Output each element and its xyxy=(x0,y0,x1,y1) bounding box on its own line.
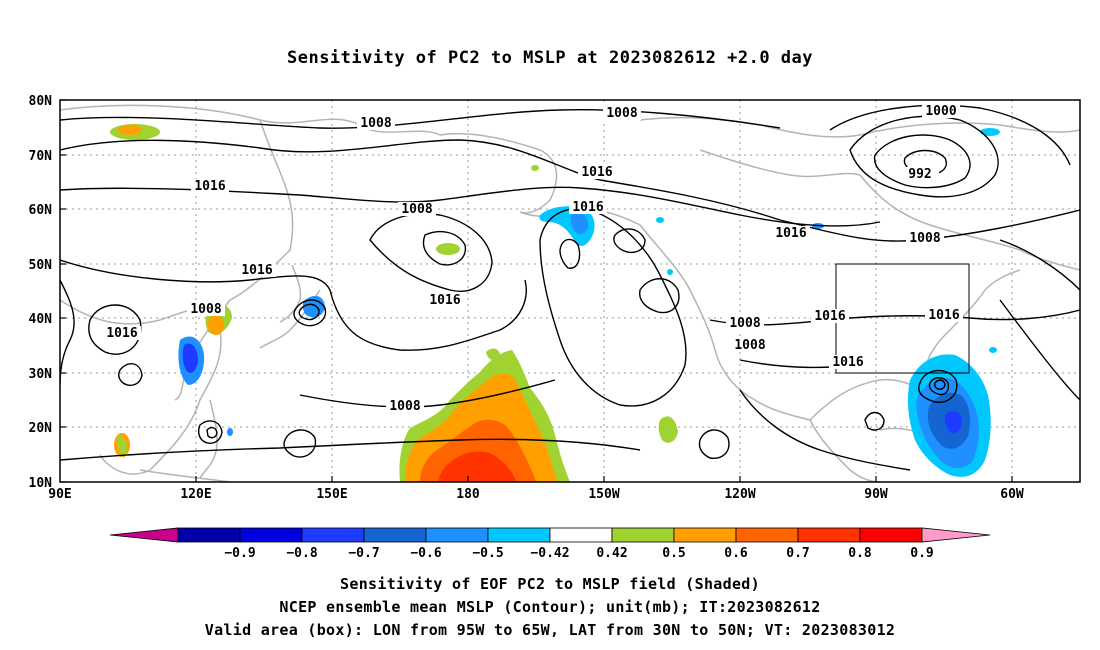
contour-label-bg xyxy=(357,116,395,130)
contour-label-bg xyxy=(238,263,276,277)
colorbar: −0.9 −0.8 −0.7 −0.6 −0.5 −0.42 0.42 0.5 0.6 0.7 0.… xyxy=(109,527,991,561)
colorbar-cell xyxy=(797,527,861,543)
colorbar-cell xyxy=(673,527,737,543)
contour-label: 1016 xyxy=(581,165,612,180)
contour-label: 1000 xyxy=(925,104,956,119)
lat-label-80n: 80N xyxy=(29,94,53,109)
caption-shaded: Sensitivity of EOF PC2 to MSLP field (Sh… xyxy=(340,575,760,593)
contour-label: 1008 xyxy=(729,316,760,331)
lon-label-90e: 90E xyxy=(48,487,71,502)
lon-label-150w: 150W xyxy=(588,487,619,502)
colorbar-cell xyxy=(859,527,923,543)
colorbar-cell xyxy=(611,527,675,543)
contour-label: 1008 xyxy=(606,106,637,121)
contour-label: 1016 xyxy=(106,326,137,341)
colorbar-label: −0.42 xyxy=(530,546,569,561)
contour-label-bg xyxy=(829,355,867,369)
colorbar-label: −0.9 xyxy=(224,546,255,561)
contour-label-bg xyxy=(922,104,960,118)
colorbar-label: 0.6 xyxy=(724,546,748,561)
caption-contour: NCEP ensemble mean MSLP (Contour); unit(… xyxy=(279,598,821,616)
colorbar-cell xyxy=(425,527,489,543)
lon-label-150e: 150E xyxy=(316,487,347,502)
colorbar-label: −0.5 xyxy=(472,546,503,561)
map-frame xyxy=(59,99,1081,483)
contour-label: 1008 xyxy=(190,302,221,317)
colorbar-left-arrow xyxy=(109,527,179,543)
contour-label: 1016 xyxy=(572,200,603,215)
contour-label-bg xyxy=(901,167,939,181)
lon-label-180: 180 xyxy=(456,487,480,502)
contour-label-bg xyxy=(772,226,810,240)
colorbar-label: −0.7 xyxy=(348,546,379,561)
lon-label-60w: 60W xyxy=(1000,487,1024,502)
contour-label: 1008 xyxy=(909,231,940,246)
lat-label-40n: 40N xyxy=(29,312,53,327)
contour-label: 1008 xyxy=(401,202,432,217)
contour-label-bg xyxy=(925,308,963,322)
caption-valid-area: Valid area (box): LON from 95W to 65W, L… xyxy=(204,621,896,639)
lat-label-10n: 10N xyxy=(29,476,53,491)
contour-label-bg xyxy=(811,309,849,323)
colorbar-label: 0.7 xyxy=(786,546,809,561)
contour-label-bg xyxy=(191,179,229,193)
colorbar-cell xyxy=(301,527,365,543)
colorbar-right-arrow xyxy=(921,527,991,543)
contour-label: 1008 xyxy=(360,116,391,131)
lat-label-70n: 70N xyxy=(29,149,53,164)
colorbar-label: 0.5 xyxy=(662,546,685,561)
contour-label: 1016 xyxy=(194,179,225,194)
contour-label: 992 xyxy=(908,167,931,182)
colorbar-cell xyxy=(549,527,613,543)
lat-label-60n: 60N xyxy=(29,203,53,218)
contour-label-bg xyxy=(726,316,764,330)
sensitivity-shading xyxy=(110,124,1000,482)
contour-label: 1016 xyxy=(429,293,460,308)
lon-label-90w: 90W xyxy=(864,487,888,502)
contour-label-bg xyxy=(578,165,616,179)
lon-label-120w: 120W xyxy=(724,487,755,502)
contour-label: 1016 xyxy=(832,355,863,370)
contour-label-bg xyxy=(103,326,141,340)
lat-label-30n: 30N xyxy=(29,367,53,382)
contour-label-bg xyxy=(906,231,944,245)
contour-label: 1016 xyxy=(928,308,959,323)
lat-label-20n: 20N xyxy=(29,421,53,436)
lat-label-50n: 50N xyxy=(29,258,53,273)
contour-label-bg xyxy=(426,293,464,307)
contour-label-bg xyxy=(386,399,424,413)
contour-label-bg xyxy=(603,106,641,120)
colorbar-cell xyxy=(177,527,241,543)
contour-label-bg xyxy=(187,302,225,316)
colorbar-label: −0.6 xyxy=(410,546,441,561)
contour-label: 1016 xyxy=(775,226,806,241)
tick-marks xyxy=(60,99,1013,483)
contour-label-bg xyxy=(398,202,436,216)
colorbar-cell xyxy=(363,527,427,543)
colorbar-cell xyxy=(487,527,551,543)
contour-label: 1008 xyxy=(734,338,765,353)
colorbar-cell xyxy=(735,527,799,543)
colorbar-label: 0.8 xyxy=(848,546,872,561)
colorbar-cell xyxy=(239,527,303,543)
colorbar-label: −0.8 xyxy=(286,546,317,561)
contour-label: 1016 xyxy=(814,309,845,324)
colorbar-label: 0.42 xyxy=(596,546,627,561)
contour-label: 1008 xyxy=(389,399,420,414)
map-title: Sensitivity of PC2 to MSLP at 2023082612… xyxy=(286,48,813,68)
lon-label-120e: 120E xyxy=(180,487,211,502)
contour-label-bg xyxy=(569,200,607,214)
colorbar-label: 0.9 xyxy=(910,546,933,561)
contour-label-bg xyxy=(731,338,769,352)
contour-label: 1016 xyxy=(241,263,272,278)
